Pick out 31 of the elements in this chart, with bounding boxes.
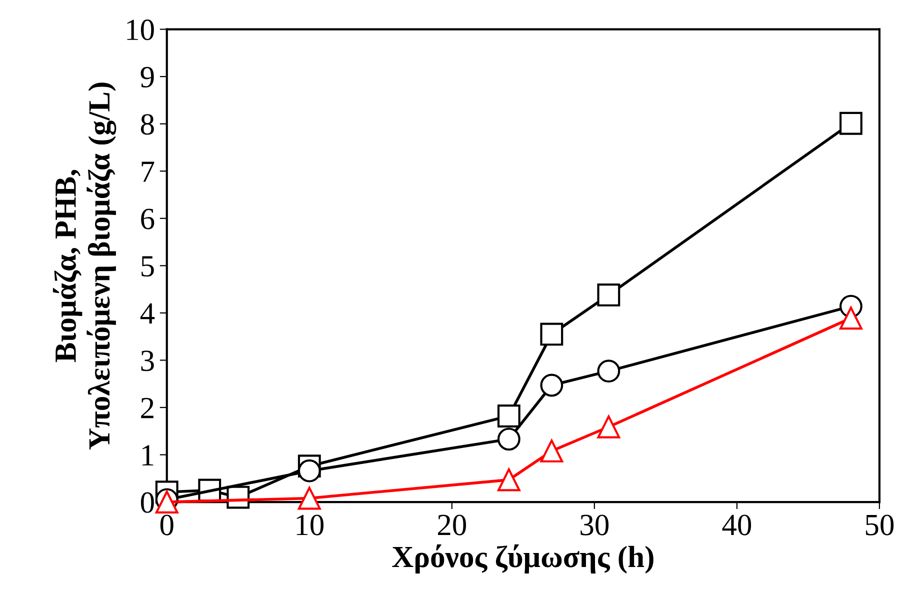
point [298, 486, 321, 510]
point [497, 468, 520, 492]
y-tick-label: 9 [140, 66, 154, 88]
point [597, 415, 620, 438]
x-axis-title: Χρόνος ζύμωσης (h) [392, 544, 654, 574]
y-tick-label: 7 [142, 162, 154, 182]
x-tick-label: 20 [438, 514, 466, 536]
y-tick-label: 3 [141, 350, 154, 372]
point [540, 374, 564, 397]
x-tick-label: 0 [160, 514, 174, 536]
x-tick-label: 30 [580, 514, 609, 536]
point [497, 404, 520, 428]
x-tick-label: 10 [296, 514, 324, 536]
x-tick-label: 50 [866, 514, 894, 536]
point [540, 322, 564, 346]
y-tick-label: 4 [140, 303, 155, 324]
point [497, 428, 520, 451]
y-tick-label: 2 [141, 398, 154, 418]
y-axis-title: Βιομάζα, PHB, Υπολειπόμενη βιομάζα (g/L) [52, 82, 116, 450]
y-tick-label: 0 [140, 492, 154, 513]
point [597, 360, 620, 383]
point [540, 440, 564, 462]
y-tick-label: 5 [142, 256, 154, 277]
y-tick-label: 8 [140, 114, 154, 135]
point [597, 284, 620, 306]
point [839, 306, 862, 330]
y-tick-label: 10 [127, 20, 154, 40]
y-tick-label: 1 [142, 445, 154, 466]
point [839, 112, 862, 135]
y-tick-label: 6 [141, 208, 154, 230]
x-tick-label: 40 [722, 514, 752, 536]
